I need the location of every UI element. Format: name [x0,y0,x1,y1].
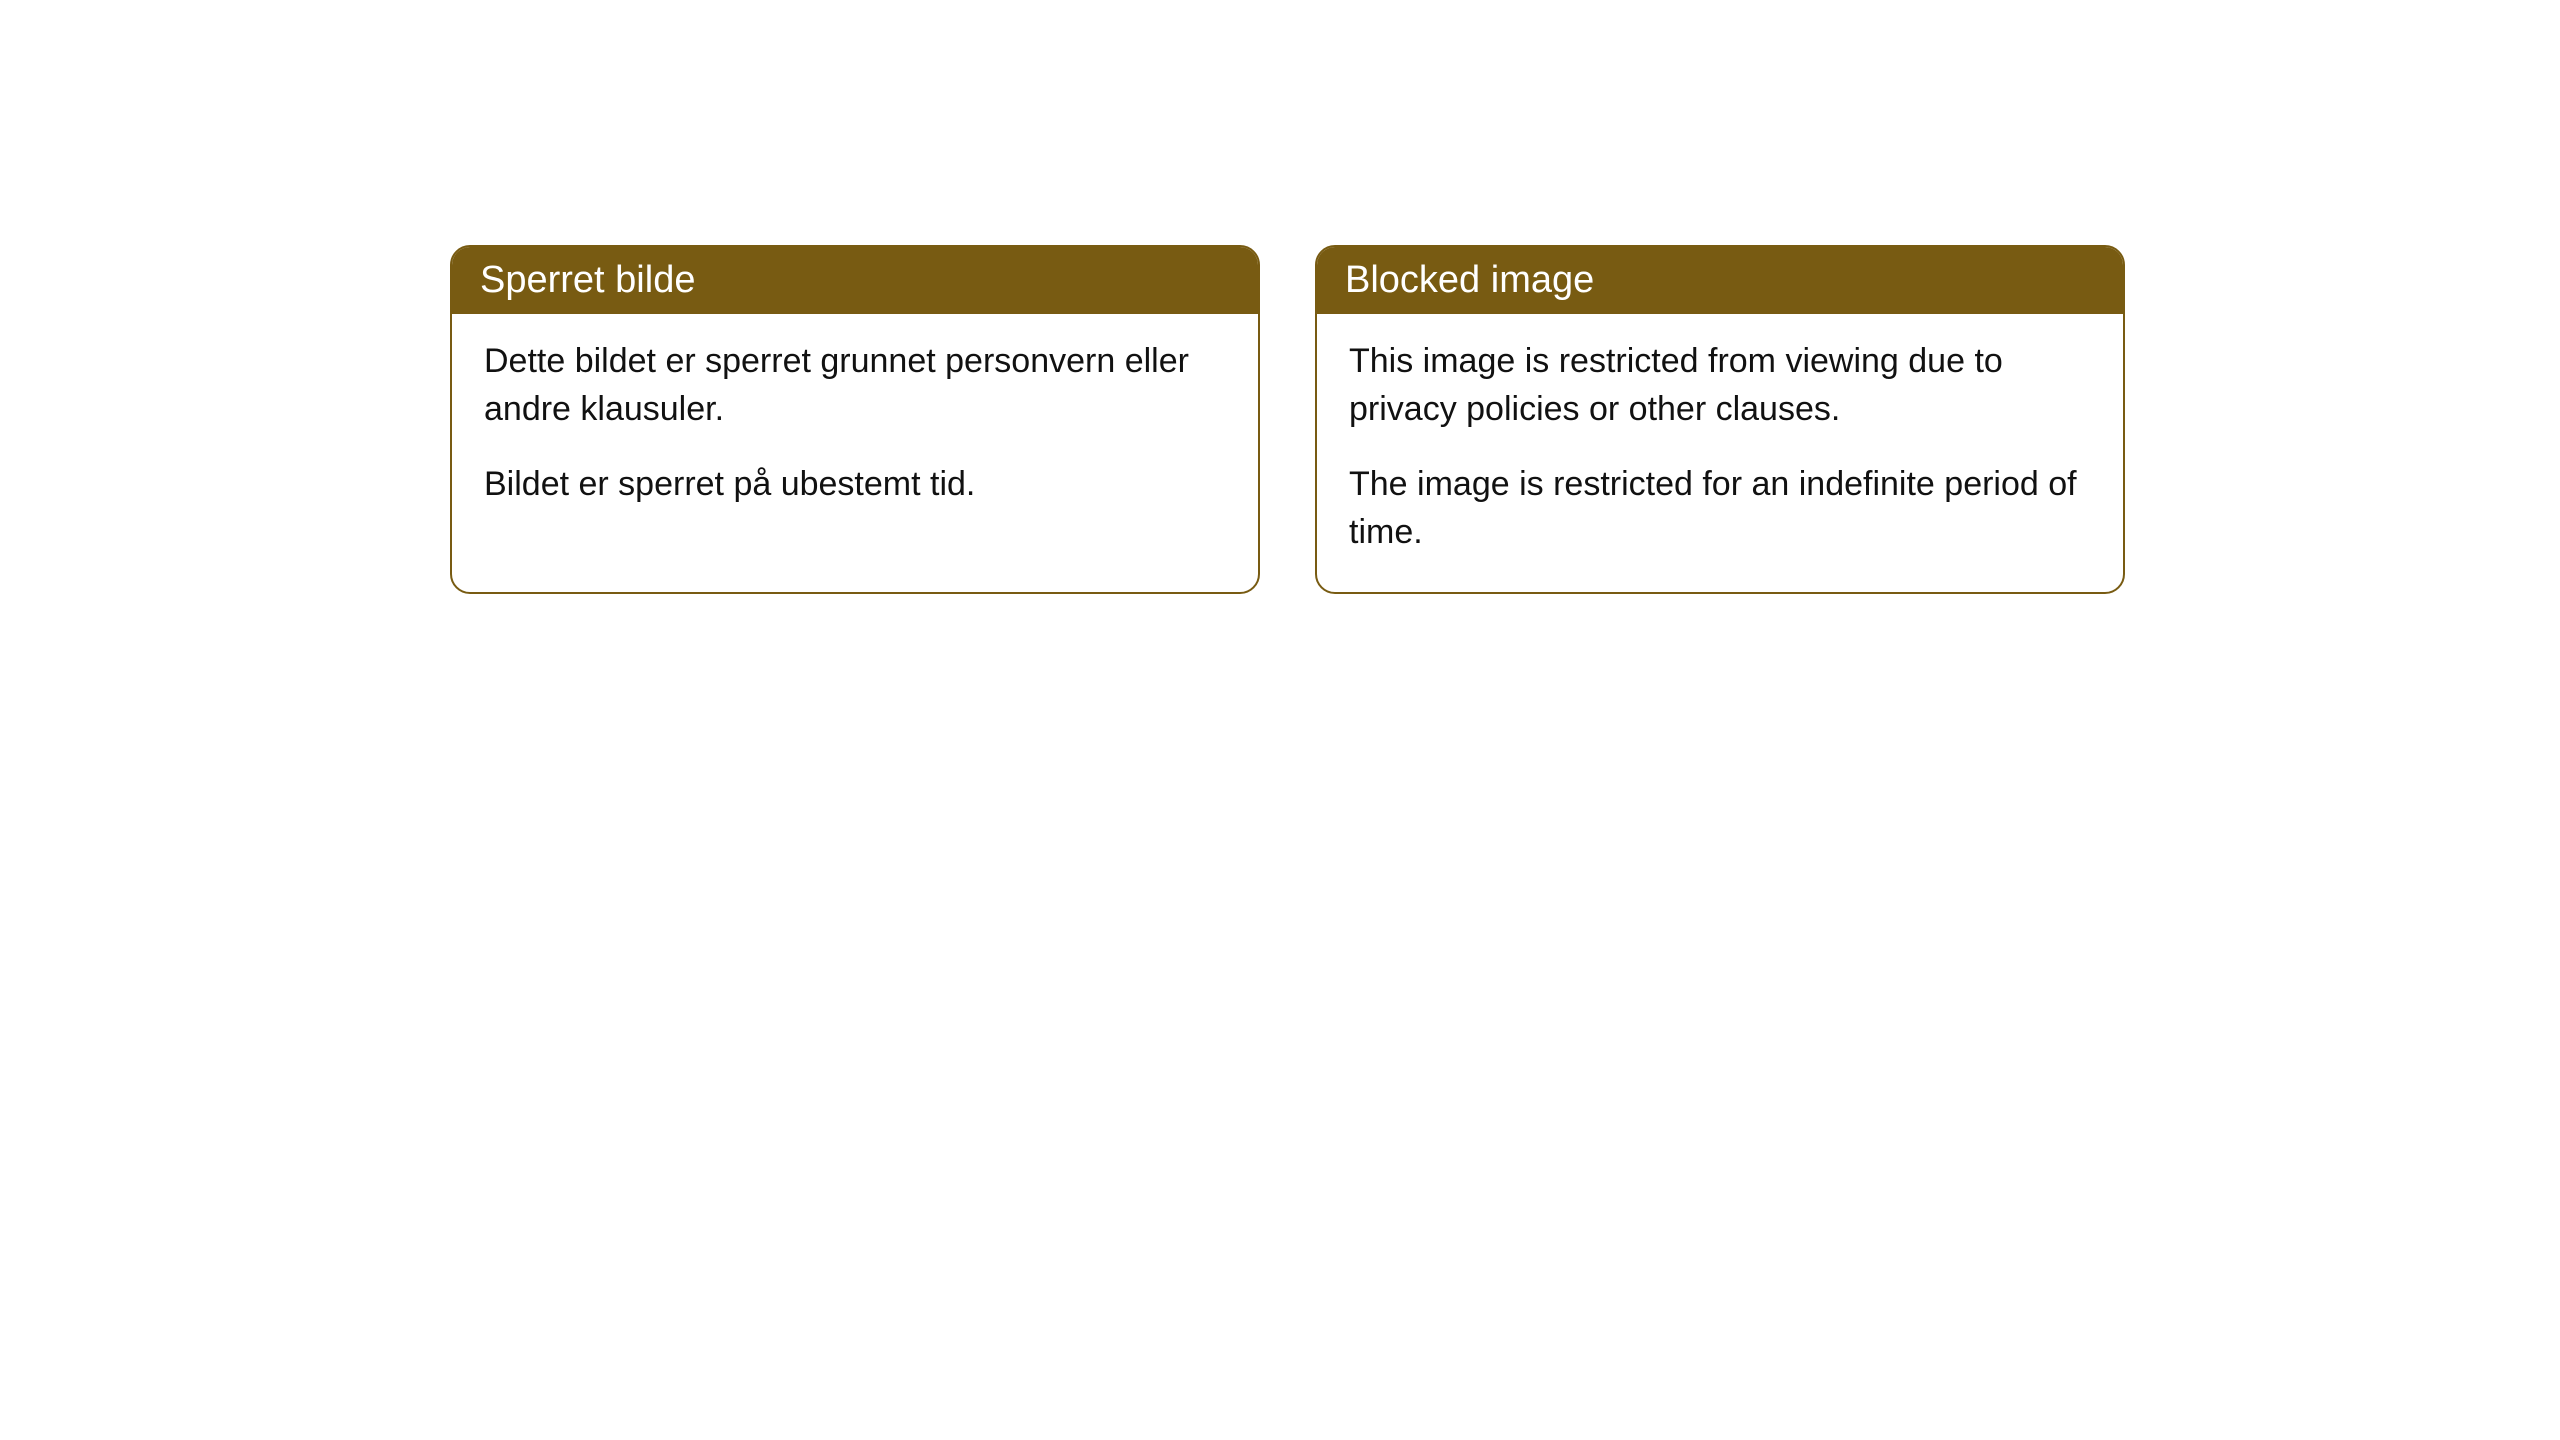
notice-paragraph: This image is restricted from viewing du… [1349,338,2091,433]
notice-paragraph: Dette bildet er sperret grunnet personve… [484,338,1226,433]
notice-paragraph: The image is restricted for an indefinit… [1349,461,2091,556]
notice-card-body-english: This image is restricted from viewing du… [1317,314,2123,592]
notice-card-english: Blocked image This image is restricted f… [1315,245,2125,594]
notice-card-header-english: Blocked image [1317,247,2123,314]
notice-card-body-norwegian: Dette bildet er sperret grunnet personve… [452,314,1258,545]
notice-paragraph: Bildet er sperret på ubestemt tid. [484,461,1226,509]
notice-card-norwegian: Sperret bilde Dette bildet er sperret gr… [450,245,1260,594]
notice-card-header-norwegian: Sperret bilde [452,247,1258,314]
notice-container: Sperret bilde Dette bildet er sperret gr… [450,245,2125,594]
